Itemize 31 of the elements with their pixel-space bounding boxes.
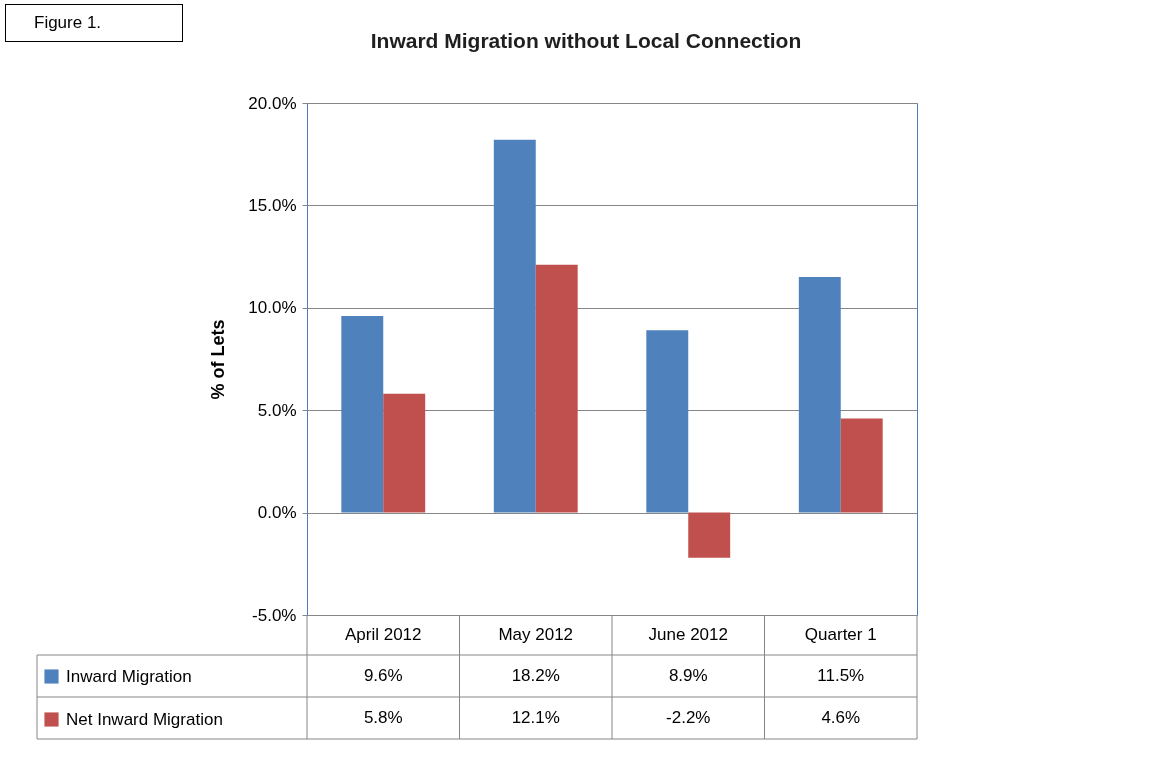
- bar: [535, 264, 578, 513]
- x-tick-label: May 2012: [498, 624, 574, 644]
- bar: [383, 393, 426, 513]
- chart-title: Inward Migration without Local Connection: [370, 29, 802, 52]
- data-label: 12.1%: [511, 708, 560, 727]
- x-tick-label: April 2012: [344, 624, 422, 644]
- y-tick-label: 10.0%: [248, 298, 297, 318]
- y-tick-label: 0.0%: [257, 503, 297, 523]
- x-tick-label: June 2012: [648, 624, 728, 644]
- caption: Figure 1.: [5, 4, 183, 42]
- y-tick-label: 15.0%: [248, 195, 297, 215]
- bar: [341, 315, 384, 513]
- y-tick-label: -5.0%: [252, 605, 297, 625]
- data-label: -2.2%: [666, 708, 711, 727]
- data-label: 8.9%: [668, 666, 708, 685]
- bar: [688, 512, 731, 558]
- y-tick-label: 5.0%: [257, 400, 297, 420]
- y-axis-title: % of Lets: [208, 319, 229, 400]
- data-label: 9.6%: [363, 666, 403, 685]
- data-label: 5.8%: [363, 708, 403, 727]
- legend-label: Net Inward Migration: [66, 709, 223, 729]
- bar: [646, 330, 689, 513]
- data-label: 11.5%: [817, 666, 865, 685]
- bar: [493, 139, 536, 513]
- data-label: 4.6%: [821, 708, 861, 727]
- y-tick-label: 20.0%: [248, 93, 297, 113]
- x-tick-label: Quarter 1: [804, 624, 877, 644]
- bar: [798, 277, 841, 513]
- data-label: 18.2%: [511, 666, 560, 685]
- legend-label: Inward Migration: [66, 666, 192, 686]
- bar: [840, 418, 883, 513]
